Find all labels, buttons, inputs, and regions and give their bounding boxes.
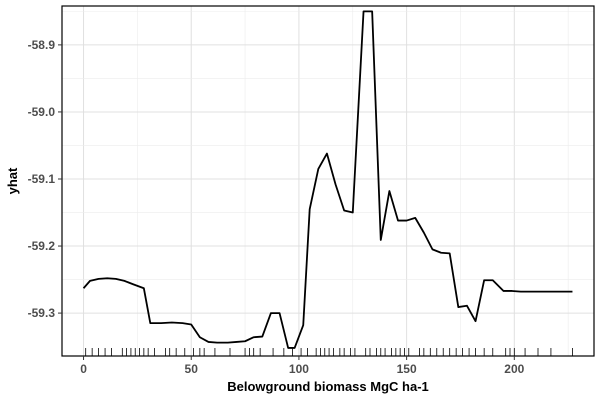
y-tick-label: -59.0 bbox=[28, 105, 56, 119]
x-tick-label: 50 bbox=[185, 362, 199, 376]
x-tick-label: 200 bbox=[504, 362, 524, 376]
series-layer bbox=[82, 10, 573, 349]
series-line-yhat bbox=[82, 10, 573, 349]
y-axis: -59.3 -59.2 -59.1 -59.0 -58.9 bbox=[28, 38, 62, 320]
y-tick-label: -58.9 bbox=[28, 38, 56, 52]
x-tick-label: 150 bbox=[397, 362, 417, 376]
y-tick-label: -59.1 bbox=[28, 172, 56, 186]
grid-layer bbox=[62, 6, 594, 356]
rug-layer bbox=[85, 348, 573, 356]
x-axis-title: Belowground biomass MgC ha-1 bbox=[227, 379, 429, 394]
x-tick-label: 0 bbox=[80, 362, 87, 376]
y-axis-title: yhat bbox=[5, 167, 20, 194]
y-tick-label: -59.3 bbox=[28, 306, 56, 320]
y-tick-label: -59.2 bbox=[28, 239, 56, 253]
x-axis: 0 50 100 150 200 bbox=[80, 356, 525, 376]
x-tick-label: 100 bbox=[289, 362, 309, 376]
panel-border bbox=[61, 5, 595, 357]
